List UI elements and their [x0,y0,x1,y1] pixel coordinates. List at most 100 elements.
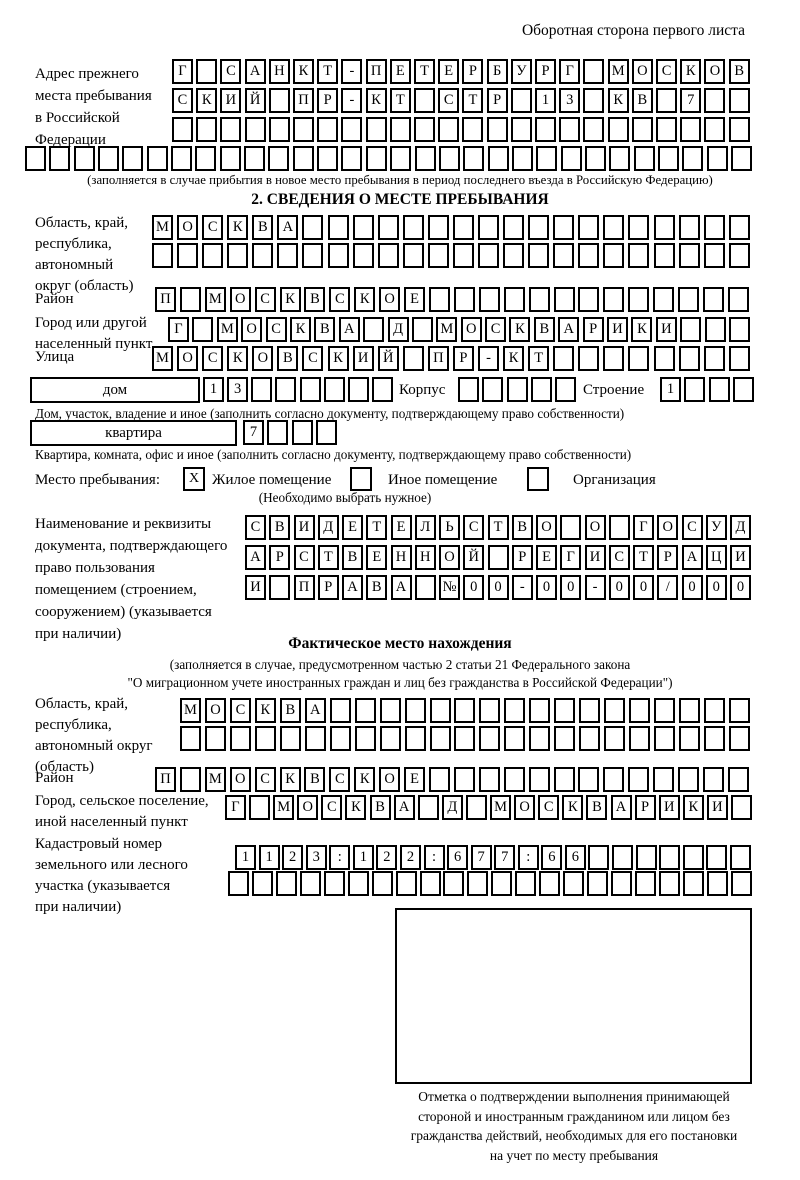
char-cell[interactable] [179,287,201,312]
checkbox-organization[interactable] [527,467,549,491]
char-cell[interactable] [244,146,266,171]
char-cell[interactable]: Р [634,795,656,820]
char-cell[interactable] [204,726,226,751]
char-cell[interactable] [703,243,725,268]
char-cell[interactable]: О [177,346,199,371]
char-cell[interactable]: - [584,575,606,600]
char-cell[interactable] [354,726,376,751]
char-cell[interactable] [730,871,752,896]
char-cell[interactable] [293,117,315,142]
char-cell[interactable]: П [427,346,449,371]
char-cell[interactable]: Р [317,88,339,113]
char-cell[interactable]: О [252,346,274,371]
char-cell[interactable] [603,287,625,312]
char-cell[interactable] [728,88,750,113]
char-cell[interactable] [220,117,242,142]
char-cell[interactable] [171,146,193,171]
char-cell[interactable]: В [586,795,608,820]
char-cell[interactable]: И [245,575,266,600]
char-cell[interactable]: К [354,287,376,312]
char-cell[interactable]: Р [269,545,291,570]
char-cell[interactable] [251,871,273,896]
char-cell[interactable]: 6 [447,845,469,870]
char-cell[interactable]: П [293,88,315,113]
char-cell[interactable]: 6 [564,845,586,870]
char-cell[interactable] [679,698,701,723]
char-cell[interactable] [708,377,730,402]
char-cell[interactable]: О [204,698,226,723]
char-cell[interactable] [453,767,475,792]
char-cell[interactable] [279,726,301,751]
char-cell[interactable] [404,726,426,751]
char-cell[interactable] [428,287,450,312]
char-cell[interactable] [728,243,750,268]
char-cell[interactable] [452,215,474,240]
char-cell[interactable]: М [204,767,226,792]
char-cell[interactable] [515,871,537,896]
char-cell[interactable] [268,117,290,142]
char-cell[interactable]: М [490,795,512,820]
char-cell[interactable] [704,117,726,142]
char-cell[interactable] [730,146,752,171]
char-cell[interactable]: П [155,767,176,792]
char-cell[interactable] [635,845,657,870]
char-cell[interactable] [487,545,509,570]
char-cell[interactable] [292,146,314,171]
char-cell[interactable]: Й [244,88,266,113]
char-cell[interactable]: С [254,287,276,312]
char-cell[interactable]: Н [390,545,412,570]
char-cell[interactable] [251,377,273,402]
char-cell[interactable] [487,146,509,171]
char-cell[interactable] [628,215,650,240]
char-cell[interactable]: М [436,317,458,342]
char-cell[interactable] [291,420,313,445]
char-cell[interactable]: С [265,317,287,342]
char-cell[interactable] [528,767,550,792]
char-cell[interactable] [329,698,351,723]
char-cell[interactable] [703,346,725,371]
char-cell[interactable] [684,377,706,402]
char-cell[interactable]: О [229,767,251,792]
char-cell[interactable]: О [297,795,319,820]
char-cell[interactable] [479,698,501,723]
char-cell[interactable]: К [327,346,349,371]
char-cell[interactable] [588,845,610,870]
char-cell[interactable] [628,243,650,268]
char-cell[interactable]: С [220,59,242,84]
char-cell[interactable] [341,117,363,142]
char-cell[interactable]: 7 [470,845,492,870]
char-cell[interactable] [554,726,576,751]
char-cell[interactable] [603,346,625,371]
char-cell[interactable]: И [655,317,677,342]
char-cell[interactable]: Е [390,515,412,540]
char-cell[interactable] [453,287,475,312]
char-cell[interactable]: Л [414,515,436,540]
char-cell[interactable] [704,726,726,751]
char-cell[interactable]: Й [463,545,485,570]
char-cell[interactable]: В [269,515,291,540]
char-cell[interactable] [656,117,678,142]
char-cell[interactable] [579,698,601,723]
char-cell[interactable]: В [314,317,336,342]
char-cell[interactable] [504,698,526,723]
char-cell[interactable]: В [304,287,326,312]
house-type-box[interactable]: дом [30,377,200,403]
char-cell[interactable] [530,377,552,402]
char-cell[interactable] [202,243,224,268]
char-cell[interactable] [419,871,441,896]
char-cell[interactable] [678,243,700,268]
char-cell[interactable] [657,146,679,171]
char-cell[interactable] [702,287,724,312]
char-cell[interactable] [554,698,576,723]
char-cell[interactable]: О [704,59,726,84]
char-cell[interactable] [196,117,218,142]
char-cell[interactable]: С [202,346,224,371]
char-cell[interactable]: Р [452,346,474,371]
char-cell[interactable] [503,287,525,312]
char-cell[interactable] [443,871,465,896]
char-cell[interactable] [347,871,369,896]
char-cell[interactable]: О [584,515,606,540]
char-cell[interactable]: У [510,59,532,84]
char-cell[interactable] [587,871,609,896]
char-cell[interactable] [563,871,585,896]
